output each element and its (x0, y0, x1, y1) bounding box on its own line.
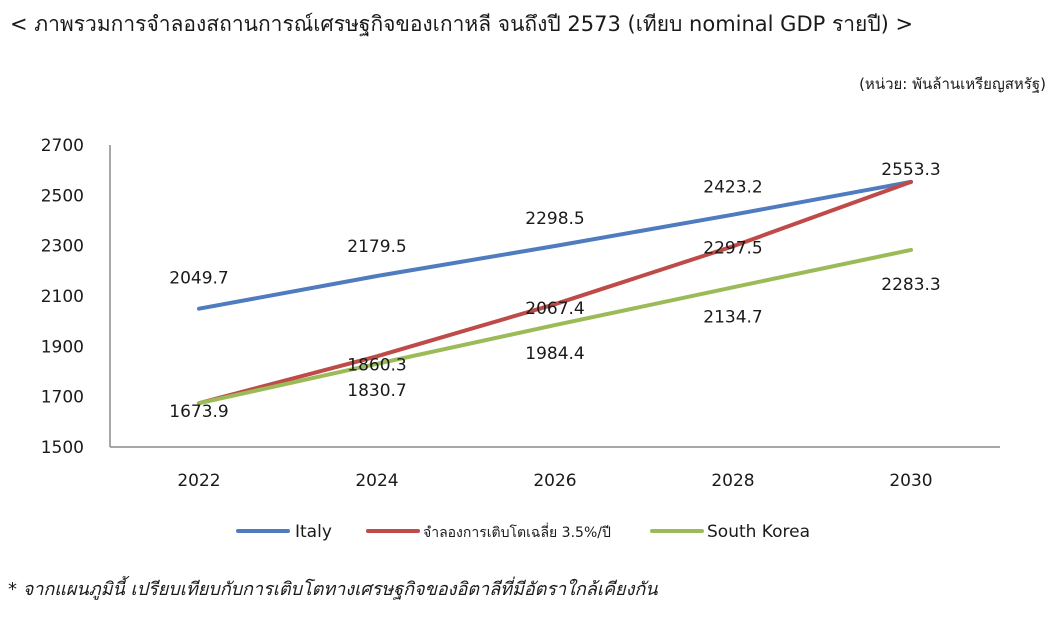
data-label: 2067.4 (525, 299, 584, 319)
y-tick-labels: 2700 2500 2300 2100 1900 1700 1500 (41, 136, 84, 458)
footnote: * จากแผนภูมินี้ เปรียบเทียบกับการเติบโตท… (8, 579, 658, 600)
y-tick-label: 2100 (41, 287, 84, 307)
y-tick-label: 2500 (41, 186, 84, 206)
y-tick-label: 1500 (41, 438, 84, 458)
series-line-1 (197, 179, 913, 406)
data-label: 2423.2 (703, 178, 762, 198)
series-lines (197, 179, 913, 406)
data-label: 2298.5 (525, 209, 584, 229)
data-label: 1860.3 (347, 355, 406, 375)
y-tick-label: 1900 (41, 337, 84, 357)
legend-label-1: จำลองการเติบโตเฉลี่ย 3.5%/ปี (423, 523, 611, 541)
data-label: 2297.5 (703, 238, 762, 258)
legend-label-0: Italy (295, 522, 332, 542)
data-label: 2553.3 (881, 160, 940, 180)
data-label: 2179.5 (347, 237, 406, 257)
x-tick-labels: 2022 2024 2026 2028 2030 (177, 471, 932, 491)
legend-label-2: South Korea (707, 522, 810, 542)
x-tick-label: 2022 (177, 471, 220, 491)
chart-title: < ภาพรวมการจำลองสถานการณ์เศรษฐกิจของเกาห… (10, 12, 914, 36)
data-label: 2049.7 (169, 269, 228, 289)
unit-note: (หน่วย: พันล้านเหรียญสหรัฐ) (859, 75, 1046, 93)
y-tick-label: 2700 (41, 136, 84, 156)
x-tick-label: 2024 (355, 471, 398, 491)
data-label: 1984.4 (525, 344, 584, 364)
y-tick-label: 2300 (41, 237, 84, 257)
data-labels: 2049.7 2179.5 2298.5 2423.2 2553.3 1673.9 1860… (169, 160, 940, 422)
data-label: 2283.3 (881, 275, 940, 295)
series-line-2 (197, 247, 913, 406)
x-tick-label: 2028 (711, 471, 754, 491)
data-label: 2134.7 (703, 307, 762, 327)
data-label: 1673.9 (169, 402, 228, 422)
legend: Italy จำลองการเติบโตเฉลี่ย 3.5%/ปี South K… (236, 522, 810, 542)
x-tick-label: 2026 (533, 471, 576, 491)
series-line-0 (197, 179, 913, 311)
y-tick-label: 1700 (41, 388, 84, 408)
data-label: 1830.7 (347, 381, 406, 401)
axes (109, 145, 1000, 448)
x-tick-label: 2030 (889, 471, 932, 491)
